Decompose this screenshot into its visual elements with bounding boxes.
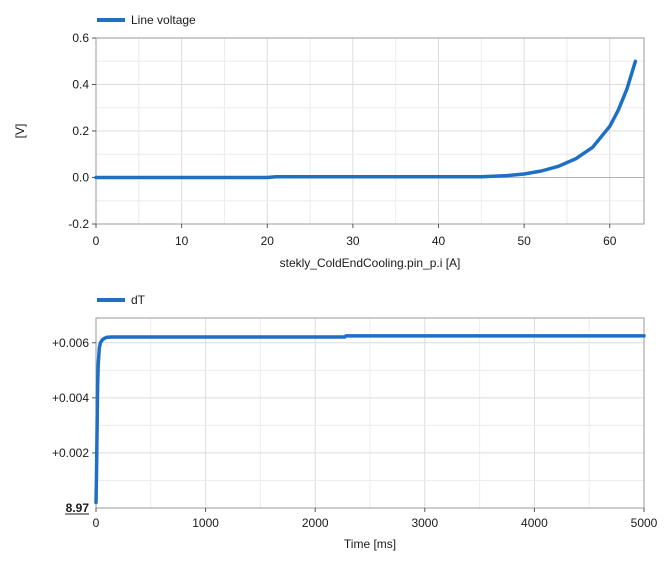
chart2-data-point: [106, 337, 107, 338]
chart1-data-point: [575, 158, 576, 159]
chart1-y-tick-label: 0.6: [72, 31, 89, 45]
chart1-data-point: [275, 176, 276, 177]
chart1-data-point: [352, 176, 353, 177]
chart1-data-point: [96, 177, 97, 178]
chart1-y-tick-label: 0.4: [72, 78, 89, 92]
chart1-data-point: [524, 174, 525, 175]
chart1-x-tick-label: 20: [261, 234, 275, 248]
chart2-data-point: [344, 337, 345, 338]
chart2-data-point: [534, 335, 535, 336]
chart1-data-point: [507, 175, 508, 176]
chart1-x-tick-label: 40: [432, 234, 446, 248]
chart2-data-point: [345, 335, 346, 336]
chart1-data-point: [609, 126, 610, 127]
chart1-x-tick-label: 10: [175, 234, 189, 248]
chart1-y-axis-label: [V]: [13, 124, 27, 139]
chart2-data-point: [205, 337, 206, 338]
chart1-legend-label: Line voltage: [131, 13, 196, 27]
chart1-data-point: [438, 176, 439, 177]
chart2-data-point: [96, 502, 97, 503]
chart1-data-point: [481, 176, 482, 177]
chart1-data-point: [267, 177, 268, 178]
chart1-data-point: [541, 170, 542, 171]
chart1-y-tick-label: 0.2: [72, 124, 89, 138]
chart2-data-point: [644, 335, 645, 336]
chart1-series-line: [94, 59, 638, 180]
chart2-data-point: [98, 364, 99, 365]
chart2-x-axis-label: Time [ms]: [344, 537, 396, 551]
chart1-x-axis-label: stekly_ColdEndCooling.pin_p.i [A]: [280, 256, 461, 270]
chart1-y-tick-label: 0.0: [72, 171, 89, 185]
chart2-data-point: [102, 339, 103, 340]
chart2-data-point: [99, 348, 100, 349]
chart1-x-tick-label: 60: [603, 234, 617, 248]
chart2-x-tick-label: 4000: [521, 516, 548, 530]
chart1-x-tick-label: 0: [93, 234, 100, 248]
chart2-data-point: [97, 386, 98, 387]
chart2-series-line: [94, 334, 646, 505]
chart2-y-tick-label: +0.002: [52, 446, 89, 460]
chart2-y-tick-label: +0.004: [52, 391, 89, 405]
chart2-data-point: [97, 425, 98, 426]
chart2-data-point: [424, 335, 425, 336]
chart1-data-point: [592, 147, 593, 148]
chart2-legend-label: dT: [131, 293, 146, 307]
chart1-x-tick-label: 50: [517, 234, 531, 248]
chart1-x-tick-label: 30: [346, 234, 360, 248]
chart2-y-tick-label: +0.006: [52, 336, 89, 350]
chart1-data-point: [635, 61, 636, 62]
chart1-data-point: [181, 177, 182, 178]
chart2-x-tick-label: 3000: [411, 516, 438, 530]
chart2-data-point: [104, 338, 105, 339]
chart2-data-point: [100, 342, 101, 343]
chart2-data-point: [117, 337, 118, 338]
chart2-data-point: [315, 337, 316, 338]
chart2-data-point: [150, 337, 151, 338]
chart2-x-tick-label: 2000: [302, 516, 329, 530]
chart2-x-tick-label: 0: [93, 516, 100, 530]
chart1-data-point: [618, 110, 619, 111]
chart2-x-tick-label: 1000: [192, 516, 219, 530]
chart2-data-point: [112, 337, 113, 338]
chart1-data-point: [558, 166, 559, 167]
chart1-y-tick-label: -0.2: [68, 217, 89, 231]
chart2-y-offset-label: 8.97: [66, 501, 90, 515]
chart1-data-point: [626, 89, 627, 90]
chart2-data-point: [96, 474, 97, 475]
chart2-x-tick-label: 5000: [631, 516, 658, 530]
